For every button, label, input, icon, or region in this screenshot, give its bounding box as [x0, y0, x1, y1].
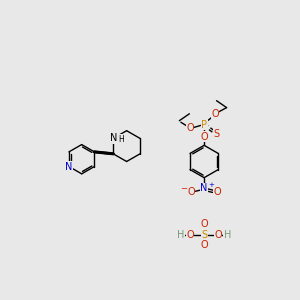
Text: O: O	[186, 123, 194, 133]
Text: N: N	[110, 134, 118, 143]
Text: S: S	[201, 230, 207, 240]
Text: S: S	[214, 129, 220, 139]
Text: O: O	[200, 132, 208, 142]
Text: N: N	[200, 184, 208, 194]
Text: O: O	[214, 230, 222, 240]
Text: −: −	[180, 184, 187, 193]
Text: O: O	[186, 230, 194, 240]
Text: +: +	[208, 182, 214, 188]
Text: N: N	[65, 161, 73, 172]
Text: H: H	[118, 135, 124, 144]
Text: O: O	[187, 187, 195, 196]
Text: H: H	[224, 230, 231, 240]
Text: O: O	[211, 109, 219, 119]
Text: H: H	[177, 230, 184, 240]
Text: O: O	[200, 219, 208, 229]
Text: O: O	[200, 240, 208, 250]
Text: P: P	[201, 119, 207, 130]
Text: O: O	[214, 187, 221, 196]
